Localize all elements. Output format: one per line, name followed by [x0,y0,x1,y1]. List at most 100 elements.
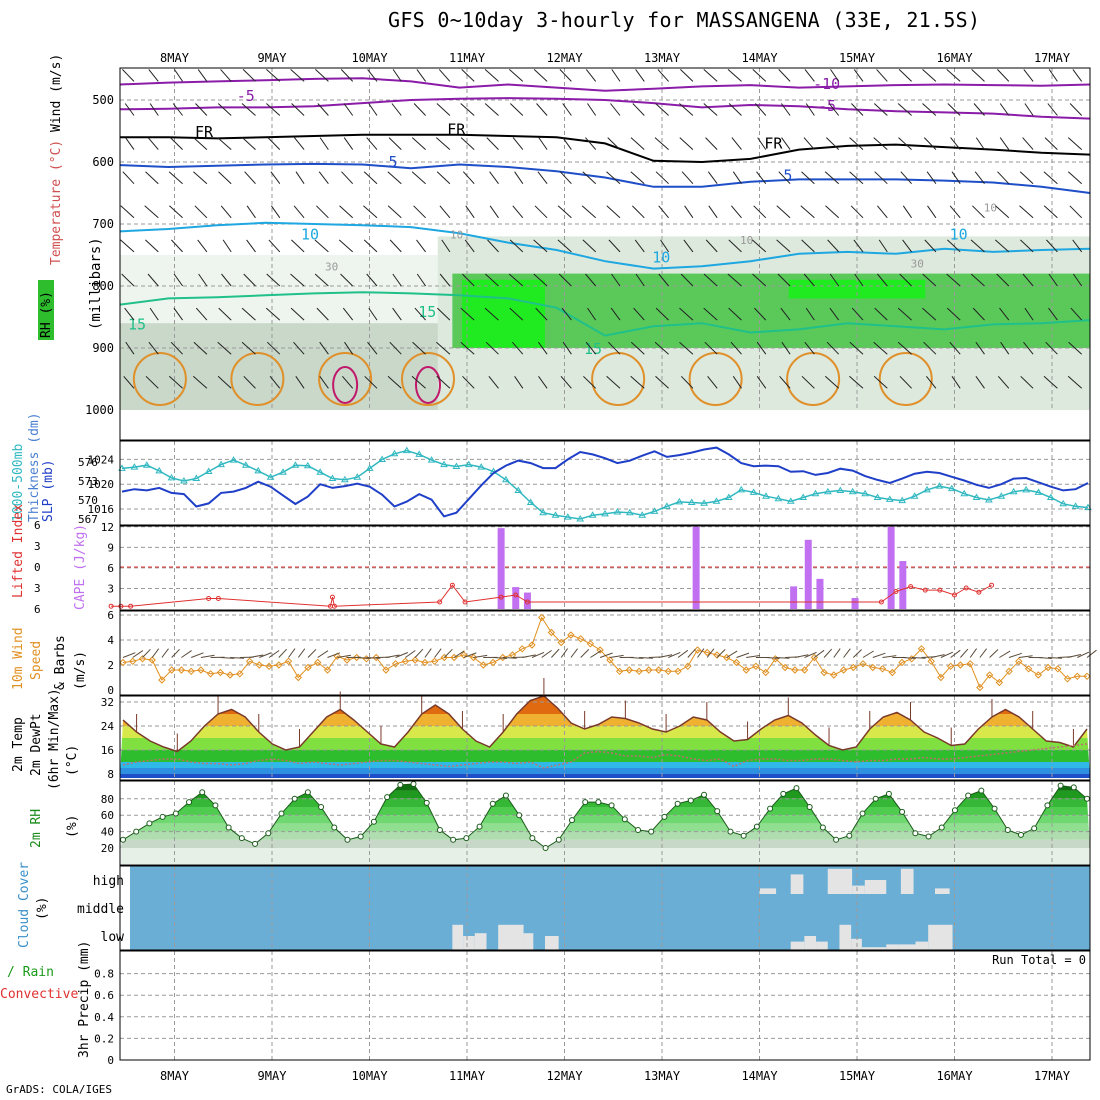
wind-barb [704,341,718,355]
wind-barb [703,307,718,321]
wind-barb [121,273,135,287]
wind-barb [877,205,888,219]
lifted-index-line [111,584,992,607]
wind-barb [728,307,742,321]
wind10-label-2: Speed [29,641,44,680]
wind-barb [849,171,864,185]
wind-tick-label: 2 [107,659,114,672]
date-tick-label-top: 15MAY [839,51,876,65]
wind-barb [851,103,864,116]
contour-label: FR [764,134,783,152]
wind-speed-marker [206,670,215,678]
rh-marker [806,804,813,810]
wind-speed-marker [800,666,809,674]
warm-isotherm-loop [401,352,455,406]
wind-speed-marker [937,673,945,682]
wind-speed-marker [343,656,351,664]
thickness-marker [836,486,845,493]
temp-bands [120,696,1090,778]
rh-marker [159,813,166,820]
thickness-label-2: Thickness (dm) [27,412,42,522]
cape-bar [851,598,859,609]
wind-speed-marker [557,638,565,647]
rh-legend-swatch [38,280,54,340]
rh-marker [727,828,734,835]
wind-barb-10m [726,650,738,658]
wind-speed-marker [1044,663,1052,672]
rh-marker [899,808,906,815]
wind-barb [537,341,548,355]
wind-speed-marker [1054,665,1062,673]
wind-barb [270,171,281,184]
wind-barb [217,375,232,389]
thickness-marker [1071,502,1080,509]
wind-speed-marker [839,666,848,674]
date-tick-label-bottom: 15MAY [839,1069,876,1083]
thickness-marker [724,493,733,500]
temp-label-2: 2m DewPt [29,713,44,776]
wind-barb [270,205,281,219]
wind-speed-marker [966,660,974,668]
wind-barb-10m [852,649,862,658]
wind-barb [537,171,548,185]
rh-tick-label: 20 [101,842,114,855]
wind-barb [436,375,451,389]
wind-barb [293,205,305,219]
wind-barb-10m [999,650,1011,658]
lifted-index-marker [937,587,943,593]
wind-barb [877,273,888,287]
wind-barb-10m [862,650,874,658]
wind-barb-10m [171,648,180,658]
lifted-index-tick-label: 3 [34,540,41,553]
wind-speed-marker [684,662,692,671]
thickness-marker [712,497,721,504]
wind-barb [995,205,1010,219]
wind-barb [633,307,645,321]
lifted-index-marker [437,599,443,605]
wind-barb-10m [950,649,961,658]
wind-barb [634,239,645,253]
contour-label: 10 [984,202,997,215]
wind-barb [416,273,427,287]
rh-marker [568,817,575,824]
wind-barb [1020,375,1034,389]
wind-barb [654,341,669,355]
wind-barb [630,375,645,389]
wind-barb [413,205,426,219]
wind-barb [849,341,864,355]
wind-barb-10m [1086,649,1097,658]
wind-speed-marker [148,656,156,664]
wind-barb-10m [385,654,400,658]
wind-speed-marker [654,666,663,674]
wind-barb [630,137,645,150]
wind-barb [655,171,669,185]
wind-speed-marker [615,667,624,676]
wind-barb [703,103,718,116]
wind-barb [269,375,281,389]
wind-barb [705,239,718,253]
wind-barb [583,375,597,389]
date-tick-label-bottom: 14MAY [741,1069,778,1083]
high-cloud-block [935,888,950,894]
wind-barb [658,205,669,219]
wind-barb [873,341,888,355]
lifted-index-marker [331,603,337,609]
wind-barb [1045,341,1058,355]
wind-barb [487,239,499,253]
wind-barb [971,69,985,82]
wind-barb [730,341,742,355]
thickness-marker [972,493,981,500]
thickness-marker [650,507,659,514]
wind-barb [754,103,767,116]
wind-barb [611,69,621,82]
wind-barb [587,307,597,321]
rh-marker [1084,795,1090,802]
lifted-index-marker [462,599,468,605]
wind-barb-10m [181,650,192,658]
rh-marker [357,833,364,840]
rh-marker [212,802,219,809]
wind-barb [751,239,767,253]
rh-tick-label: 60 [101,809,114,822]
wind-speed-marker [382,666,390,674]
wind-speed-line [122,616,1087,689]
